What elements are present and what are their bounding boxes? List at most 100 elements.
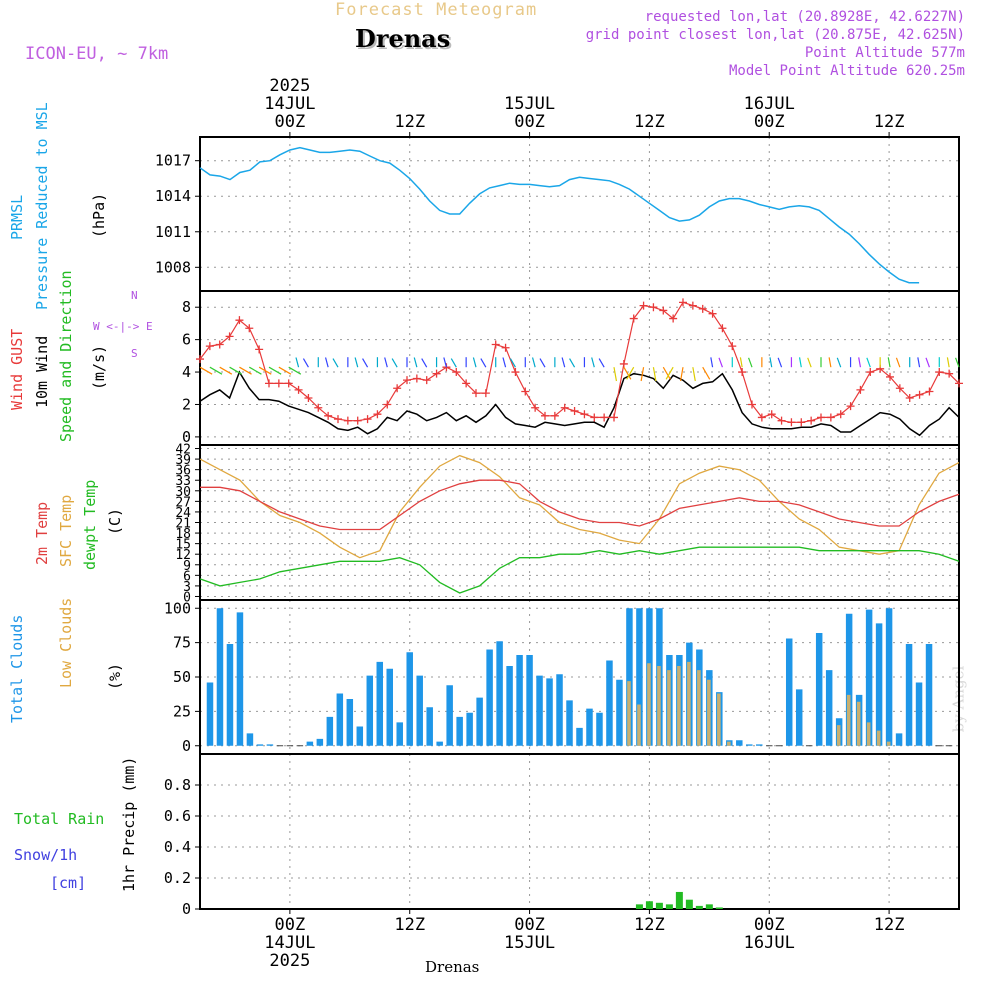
wind-arrow: [613, 367, 618, 382]
low-cloud-bar: [657, 666, 661, 746]
total-cloud-bar: [226, 644, 234, 746]
total-cloud-bar: [915, 682, 923, 746]
gust-marker: [343, 416, 352, 425]
gust-marker: [403, 376, 411, 385]
gust-marker: [836, 410, 845, 419]
gust-marker: [215, 340, 224, 349]
dewpt-line: [199, 546, 960, 594]
wind-arrow: [777, 357, 783, 368]
y-tick-label: 25: [173, 702, 191, 720]
wind-arrow: [268, 366, 282, 375]
total-cloud-bar: [616, 679, 623, 746]
wind-arrow: [199, 366, 213, 375]
wind-arrow: [626, 366, 635, 380]
total-cloud-bar: [885, 608, 893, 746]
y-tick-label: 12: [175, 548, 191, 563]
gust-marker: [955, 379, 963, 388]
gust-marker: [935, 368, 944, 377]
gust-marker: [393, 384, 402, 393]
wind-arrow: [955, 357, 960, 368]
rain-bar: [635, 904, 643, 909]
time-label-bottom: 15JUL: [504, 933, 555, 953]
grid-coords: grid point closest lon,lat (20.875E, 42.…: [585, 27, 965, 43]
gust-marker: [915, 390, 924, 399]
gust-marker: [245, 324, 254, 333]
total-cloud-bar: [895, 733, 903, 746]
total-cloud-bar: [266, 744, 274, 746]
low-cloud-bar: [836, 725, 841, 746]
wind-arrow: [209, 366, 223, 375]
gust-marker: [334, 415, 342, 424]
p5-label-rain: Total Rain: [14, 810, 105, 828]
wind-arrow: [288, 366, 302, 375]
total-cloud-bar: [736, 740, 743, 746]
time-label-top: 2025: [269, 76, 310, 96]
gust-marker: [866, 368, 875, 377]
p5-label-snow: Snow/1h: [14, 846, 78, 864]
total-cloud-bar: [446, 685, 453, 746]
wind-speed-line: [199, 370, 960, 437]
wind-arrow: [413, 357, 418, 368]
y-tick-label: 1017: [155, 152, 191, 170]
total-cloud-bar: [586, 708, 593, 746]
y-tick-label: 0.4: [164, 838, 191, 856]
total-cloud-bar: [925, 644, 933, 746]
y-tick-label: 15: [175, 538, 191, 553]
total-cloud-bar: [336, 693, 344, 746]
y-tick-label: 1014: [155, 187, 191, 205]
total-cloud-bar: [756, 744, 763, 746]
footer-location: Drenas: [425, 958, 480, 976]
y-tick-label: 6: [182, 331, 191, 349]
wind-arrow: [807, 357, 812, 368]
compass-n: N: [131, 289, 138, 302]
wind-arrow: [702, 366, 711, 380]
gust-marker: [728, 342, 737, 351]
model-altitude: Model Point Altitude 620.25m: [728, 63, 965, 79]
wind-arrow: [739, 357, 743, 368]
time-label-bottom: 12Z: [394, 915, 425, 935]
wind-arrow: [569, 358, 576, 368]
total-cloud-bar: [526, 655, 533, 746]
wind-arrow: [887, 357, 891, 368]
gust-marker: [432, 369, 441, 378]
wind-arrow: [710, 357, 714, 368]
time-label-top: 00Z: [754, 112, 785, 132]
wind-arrow: [539, 358, 546, 368]
y-tick-label: 21: [175, 517, 191, 532]
gust-marker: [205, 342, 214, 351]
pressure-line: [199, 146, 920, 284]
gust-marker: [491, 340, 500, 349]
total-cloud-bar: [396, 722, 403, 746]
total-cloud-bar: [206, 682, 214, 746]
total-cloud-bar: [386, 668, 393, 746]
gust-marker: [570, 406, 579, 415]
wind-arrow: [748, 357, 753, 368]
wind-arrow: [679, 367, 684, 382]
y-tick-label: 8: [182, 298, 191, 316]
total-cloud-bar: [476, 697, 483, 746]
gust-marker: [777, 416, 786, 425]
low-cloud-bar: [727, 741, 731, 746]
gust-marker: [629, 314, 638, 323]
total-cloud-bar: [865, 609, 873, 746]
total-cloud-bar: [576, 727, 583, 746]
wind-arrow: [866, 357, 871, 368]
low-cloud-bar: [856, 701, 861, 746]
y-tick-label: 4: [182, 363, 191, 381]
total-cloud-bar: [845, 613, 853, 746]
total-cloud-bar: [496, 641, 503, 746]
y-tick-label: 1011: [155, 223, 191, 241]
wind-arrow: [623, 366, 632, 380]
gust-marker: [324, 411, 333, 420]
wind-arrow: [450, 358, 457, 368]
total-cloud-bar: [546, 678, 553, 746]
wind-arrow: [391, 358, 398, 368]
panel-frame: [199, 753, 960, 910]
total-cloud-bar: [436, 741, 443, 746]
gust-marker: [600, 413, 609, 422]
gust-marker: [886, 372, 894, 381]
wind-arrow: [278, 366, 292, 375]
gust-marker: [895, 384, 904, 393]
panel-frame: [199, 290, 960, 446]
